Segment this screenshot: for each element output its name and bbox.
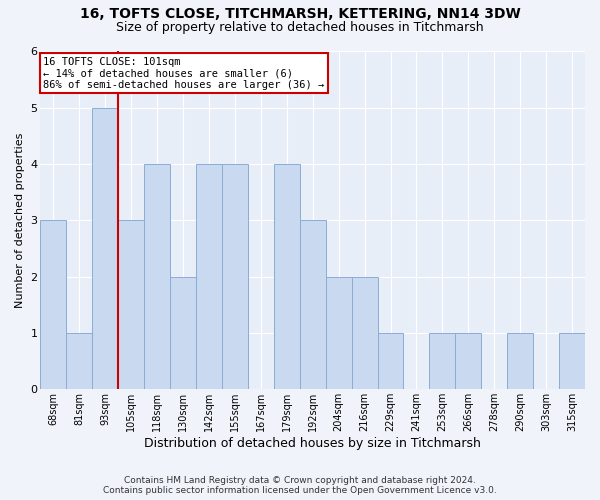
Bar bbox=[144, 164, 170, 390]
Bar bbox=[40, 220, 67, 390]
Bar bbox=[507, 333, 533, 390]
Bar bbox=[170, 276, 196, 390]
Bar bbox=[222, 164, 248, 390]
Y-axis label: Number of detached properties: Number of detached properties bbox=[15, 132, 25, 308]
Text: 16 TOFTS CLOSE: 101sqm
← 14% of detached houses are smaller (6)
86% of semi-deta: 16 TOFTS CLOSE: 101sqm ← 14% of detached… bbox=[43, 56, 325, 90]
Bar bbox=[274, 164, 300, 390]
Bar bbox=[300, 220, 326, 390]
Text: Contains HM Land Registry data © Crown copyright and database right 2024.
Contai: Contains HM Land Registry data © Crown c… bbox=[103, 476, 497, 495]
X-axis label: Distribution of detached houses by size in Titchmarsh: Distribution of detached houses by size … bbox=[144, 437, 481, 450]
Bar bbox=[326, 276, 352, 390]
Bar bbox=[352, 276, 377, 390]
Bar bbox=[377, 333, 403, 390]
Bar bbox=[455, 333, 481, 390]
Text: Size of property relative to detached houses in Titchmarsh: Size of property relative to detached ho… bbox=[116, 21, 484, 34]
Bar bbox=[118, 220, 144, 390]
Text: 16, TOFTS CLOSE, TITCHMARSH, KETTERING, NN14 3DW: 16, TOFTS CLOSE, TITCHMARSH, KETTERING, … bbox=[80, 8, 520, 22]
Bar bbox=[430, 333, 455, 390]
Bar bbox=[67, 333, 92, 390]
Bar bbox=[92, 108, 118, 390]
Bar bbox=[559, 333, 585, 390]
Bar bbox=[196, 164, 222, 390]
